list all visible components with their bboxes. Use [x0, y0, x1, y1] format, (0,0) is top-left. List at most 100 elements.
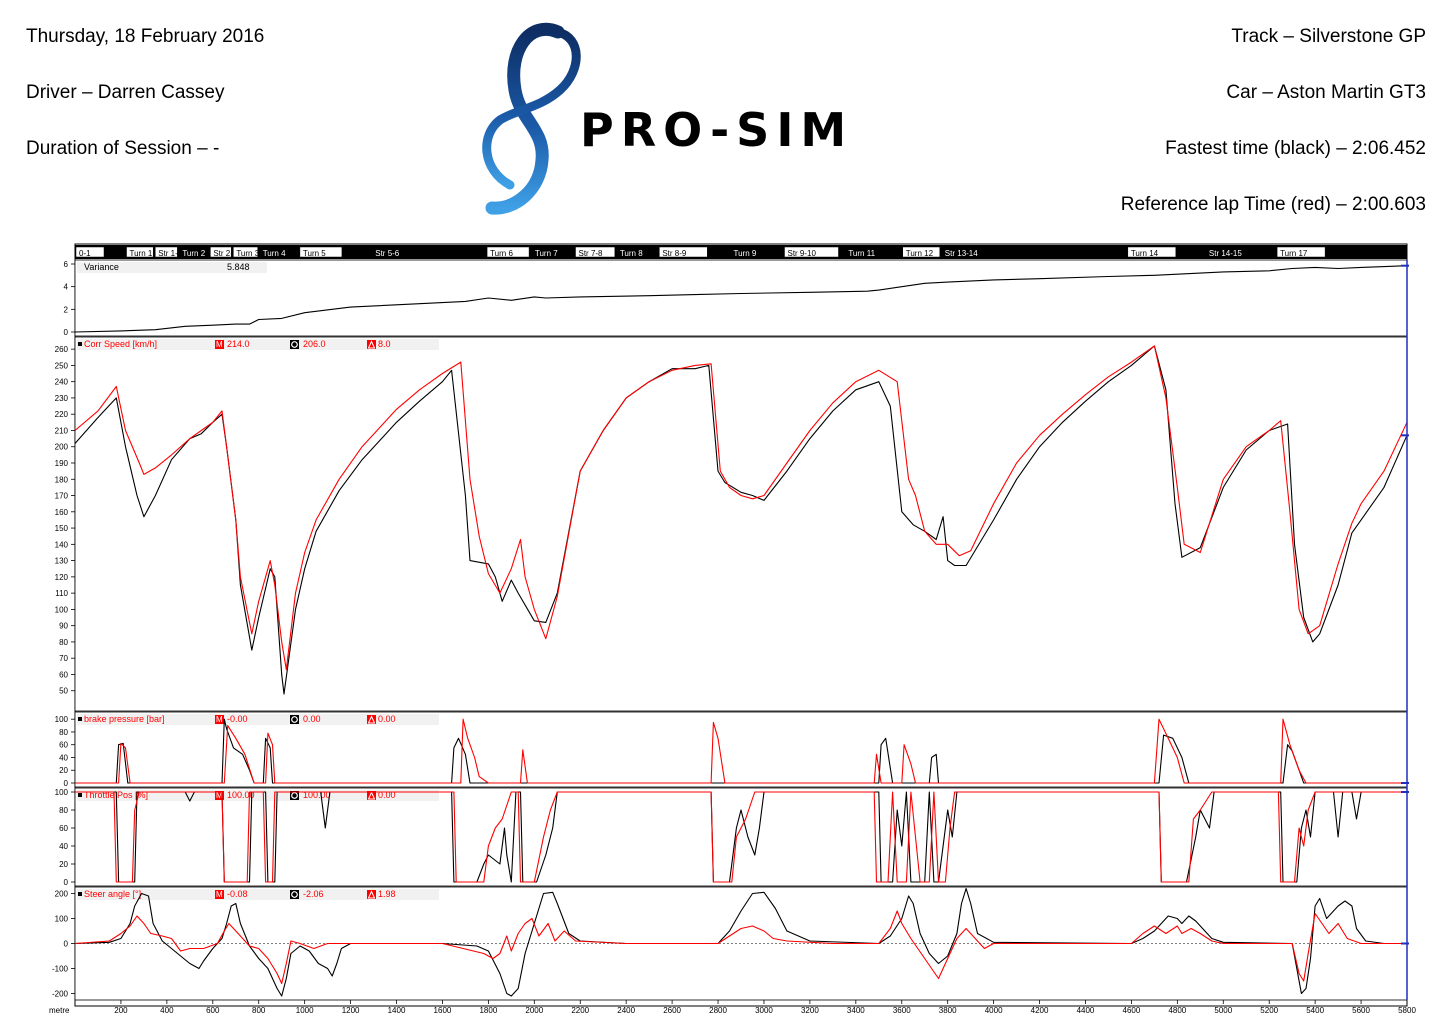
segment-label: Turn 7	[535, 249, 558, 258]
y-tick-label: 90	[59, 622, 68, 631]
y-tick-label: 100	[55, 788, 69, 797]
y-tick-label: 60	[59, 824, 68, 833]
panel-header-bg	[77, 339, 439, 350]
y-tick-label: 210	[55, 426, 69, 435]
x-tick-label: 4400	[1077, 1006, 1095, 1015]
panel-bullet	[78, 793, 82, 797]
max-icon-letter: M	[216, 791, 223, 800]
delta-icon-triangle	[367, 890, 376, 899]
segment-label: Turn 11	[848, 249, 875, 258]
segment-label: Turn 6	[490, 249, 513, 258]
x-tick-label: 2400	[617, 1006, 635, 1015]
y-tick-label: 220	[55, 410, 69, 419]
segment-label: 0-1	[79, 249, 91, 258]
y-tick-label: 0	[64, 878, 69, 887]
segment-box	[845, 247, 894, 257]
black-value: 0.00	[303, 714, 321, 724]
segment-label: Turn 17	[1280, 249, 1308, 258]
segment-label: Str 8-9	[662, 249, 687, 258]
segment-box	[210, 246, 232, 258]
max-icon-letter: M	[216, 890, 223, 899]
y-tick-label: 6	[64, 260, 69, 269]
segment-box	[299, 246, 343, 258]
segment-box	[259, 247, 298, 257]
x-tick-label: 3600	[893, 1006, 911, 1015]
red-value: 214.0	[227, 339, 250, 349]
segment-label: Turn 2	[182, 249, 205, 258]
y-tick-label: 70	[59, 654, 68, 663]
x-tick-label: 2200	[571, 1006, 589, 1015]
y-tick-label: -100	[52, 965, 69, 974]
pro-sim-logo: PRO-SIM	[482, 22, 853, 215]
black-value: -2.06	[303, 889, 324, 899]
black-lap-line	[74, 345, 1408, 695]
y-tick-label: 80	[59, 638, 68, 647]
red-lap-line	[75, 718, 1407, 784]
x-tick-label: 1600	[434, 1006, 452, 1015]
segment-label: Turn 8	[620, 249, 643, 258]
segment-label: Turn 1	[130, 249, 153, 258]
segment-box	[784, 246, 839, 258]
delta-value: 0.00	[378, 790, 396, 800]
max-icon-letter: M	[216, 715, 223, 724]
black-icon-ring	[291, 341, 298, 348]
segment-box	[1205, 247, 1266, 257]
delta-value: 0.00	[378, 714, 396, 724]
x-tick-label: 3000	[755, 1006, 773, 1015]
segment-box	[902, 246, 941, 258]
delta-icon-triangle	[367, 791, 376, 800]
x-tick-label: 2600	[663, 1006, 681, 1015]
delta-icon	[367, 890, 376, 899]
logo-swoosh-icon	[485, 22, 565, 215]
y-tick-label: 260	[55, 345, 69, 354]
y-tick-label: 80	[59, 806, 68, 815]
y-tick-label: 200	[55, 890, 69, 899]
x-tick-label: 4000	[985, 1006, 1003, 1015]
y-tick-label: -200	[52, 990, 69, 999]
x-tick-label: 5000	[1214, 1006, 1232, 1015]
max-icon	[215, 715, 224, 724]
panel-title: brake pressure [bar]	[84, 714, 165, 724]
x-tick-label: 3400	[847, 1006, 865, 1015]
black-icon-ring	[291, 891, 298, 898]
x-tick-label: 5200	[1260, 1006, 1278, 1015]
panel-header-bg	[77, 262, 267, 273]
x-tick-label: 1400	[388, 1006, 406, 1015]
y-tick-label: 120	[55, 573, 69, 582]
segment-label: Str 2-3	[213, 249, 238, 258]
variance-value: 5.848	[227, 262, 250, 272]
y-tick-label: 4	[64, 283, 69, 292]
segment-box	[486, 246, 530, 258]
black-icon	[290, 890, 299, 899]
y-tick-label: 100	[55, 715, 69, 724]
segment-box	[75, 246, 105, 258]
delta-icon	[367, 791, 376, 800]
panel-bullet	[78, 892, 82, 896]
segment-box	[372, 247, 421, 257]
black-icon	[290, 791, 299, 800]
segment-box	[659, 246, 708, 258]
delta-icon	[367, 340, 376, 349]
y-tick-label: 50	[59, 687, 68, 696]
panel-bullet	[78, 717, 82, 721]
logo-text: PRO-SIM	[580, 103, 853, 157]
x-tick-label: 1800	[479, 1006, 497, 1015]
segment-box	[575, 246, 616, 258]
black-icon-ring	[291, 792, 298, 799]
fastest-time: Fastest time (black) – 2:06.452	[1165, 138, 1426, 159]
x-tick-label: 1000	[296, 1006, 314, 1015]
x-tick-label: 3200	[801, 1006, 819, 1015]
y-tick-label: 240	[55, 378, 69, 387]
segment-label: Str 14-15	[1209, 249, 1242, 258]
segment-box	[1276, 246, 1326, 258]
segment-box	[941, 247, 1002, 257]
y-tick-label: 140	[55, 540, 69, 549]
red-value: 100.00	[227, 790, 255, 800]
max-icon	[215, 340, 224, 349]
segment-box	[233, 246, 258, 258]
session-duration: Duration of Session – -	[26, 138, 220, 159]
x-tick-label: 5800	[1398, 1006, 1416, 1015]
y-tick-label: 80	[59, 728, 68, 737]
session-date: Thursday, 18 February 2016	[26, 26, 265, 47]
